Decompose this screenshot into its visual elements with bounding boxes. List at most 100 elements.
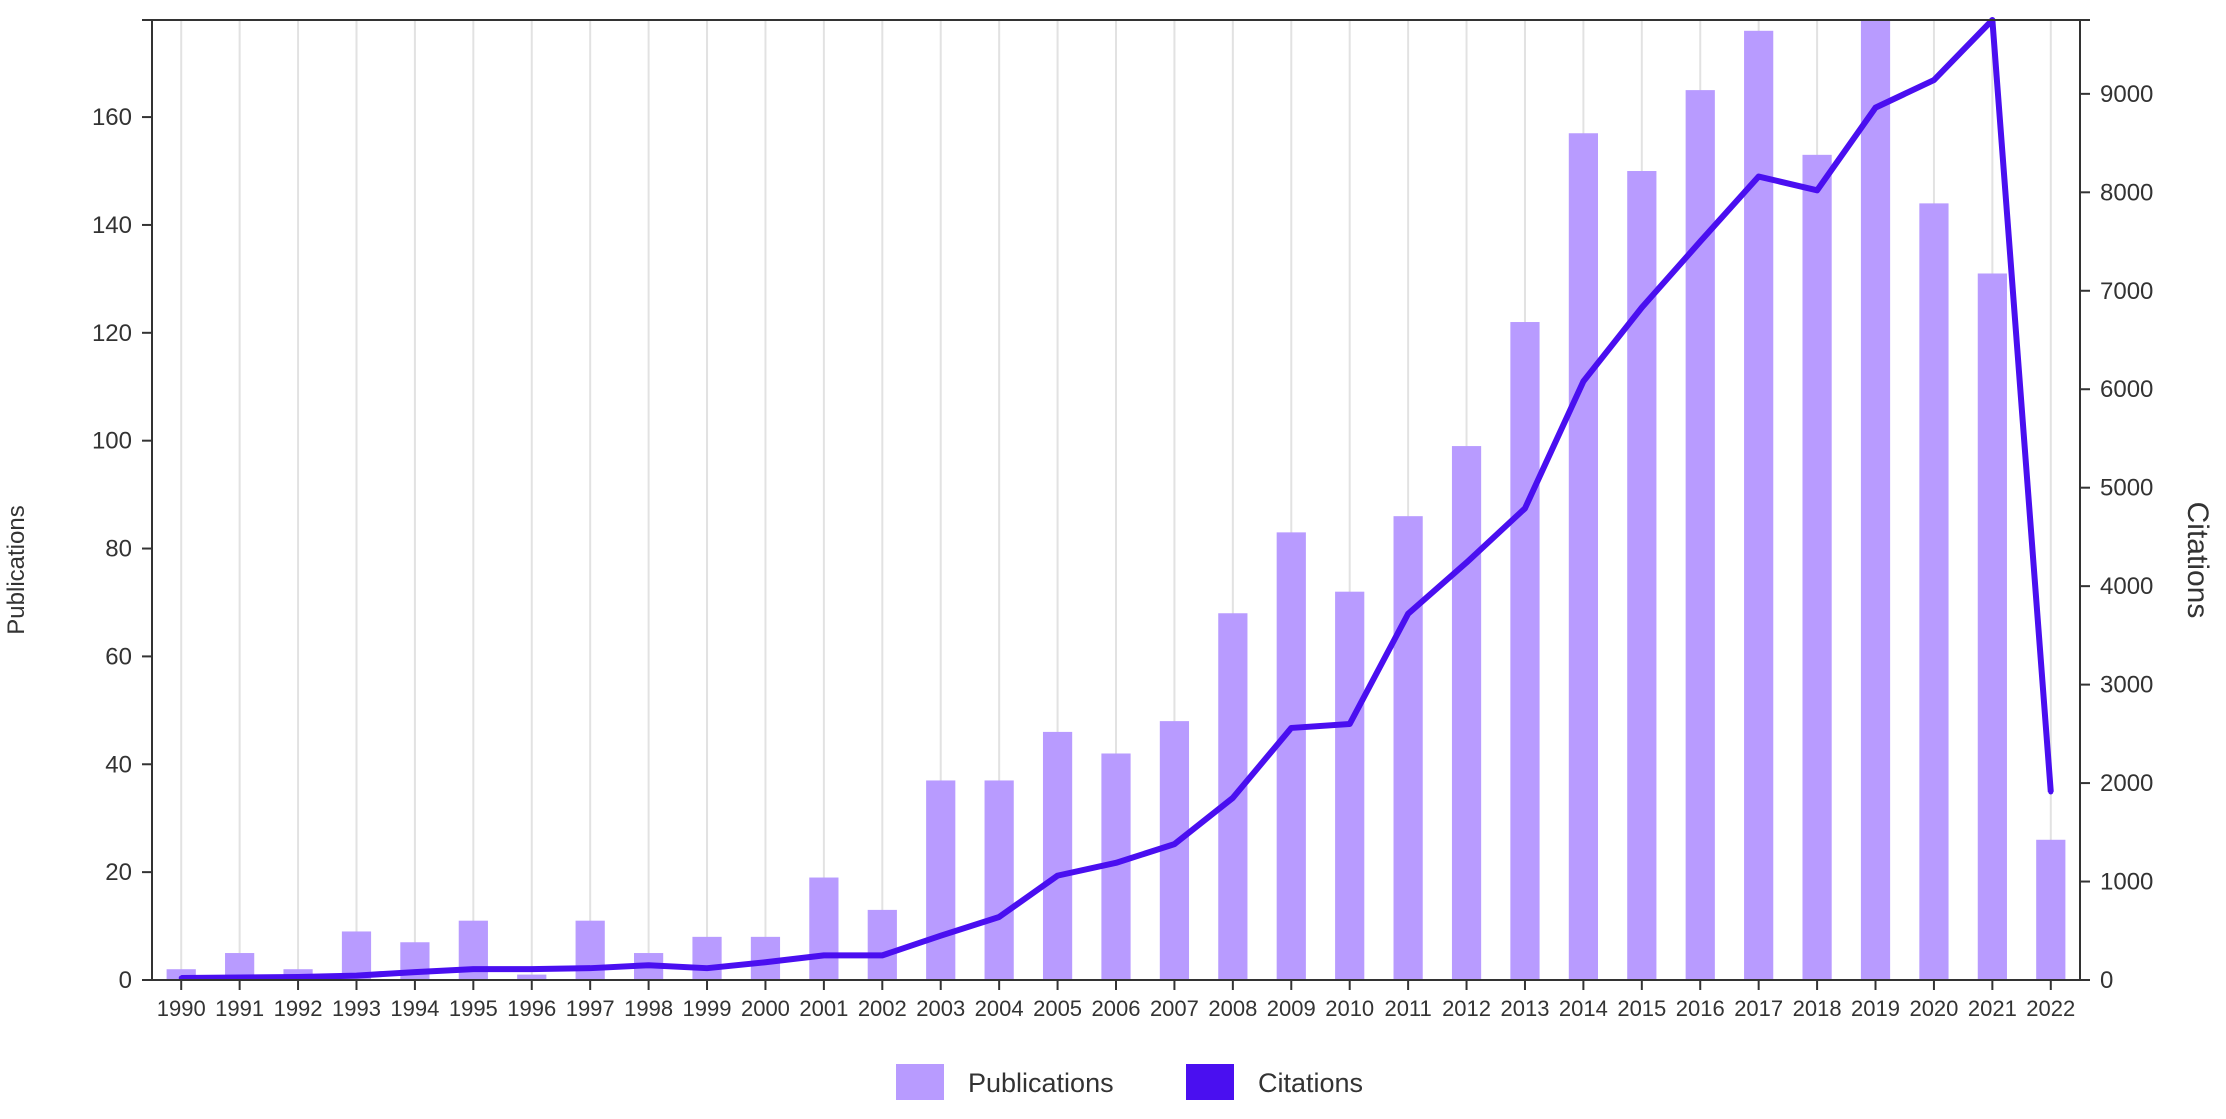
point-citations-2017: [1756, 174, 1762, 180]
y2-axis-label: Citations: [2181, 502, 2214, 619]
point-citations-1992: [295, 974, 301, 980]
point-citations-2001: [821, 952, 827, 958]
x-tick-label-1993: 1993: [332, 996, 381, 1021]
legend-label-publications: Publications: [968, 1068, 1114, 1098]
legend-swatch-citations: [1186, 1064, 1234, 1100]
y-tick-label-120: 120: [92, 320, 132, 347]
y-tick-label-20: 20: [105, 859, 132, 886]
legend-label-citations: Citations: [1258, 1068, 1363, 1098]
point-citations-2018: [1814, 187, 1820, 193]
x-tick-label-2019: 2019: [1851, 996, 1900, 1021]
line-layer: [178, 17, 2054, 982]
y2-tick-label-7000: 7000: [2100, 278, 2153, 305]
point-citations-1998: [646, 962, 652, 968]
y-axis-label: Publications: [3, 505, 30, 634]
bar-publications-2011: [1393, 516, 1423, 980]
legend-swatch-publications: [896, 1064, 944, 1100]
x-tick-label-2020: 2020: [1909, 996, 1958, 1021]
x-tick-label-1996: 1996: [507, 996, 556, 1021]
y2-tick-label-3000: 3000: [2100, 672, 2153, 699]
bar-publications-2004: [984, 780, 1014, 980]
x-tick-label-1994: 1994: [390, 996, 439, 1021]
point-citations-2011: [1405, 611, 1411, 617]
x-tick-label-2005: 2005: [1033, 996, 1082, 1021]
y2-tick-label-1000: 1000: [2100, 869, 2153, 896]
x-tick-label-2011: 2011: [1384, 996, 1431, 1021]
point-citations-2016: [1697, 239, 1703, 245]
point-citations-1997: [587, 965, 593, 971]
x-tick-label-2000: 2000: [741, 996, 790, 1021]
y-tick-label-0: 0: [119, 967, 132, 994]
y-tick-label-100: 100: [92, 428, 132, 455]
point-citations-2014: [1580, 378, 1586, 384]
bar-publications-2018: [1802, 154, 1832, 980]
point-citations-2022: [2048, 789, 2054, 795]
bar-publications-2016: [1685, 90, 1715, 980]
point-citations-2015: [1639, 305, 1645, 311]
x-tick-label-2022: 2022: [2026, 996, 2075, 1021]
x-tick-label-1995: 1995: [449, 996, 498, 1021]
y2-tick-label-9000: 9000: [2100, 81, 2153, 108]
ticks-layer: 0 20 40 60 80 100 120 140 160 0 1000 2000 3000 4000 50…: [92, 81, 2153, 1021]
y2-tick-label-8000: 8000: [2100, 179, 2153, 206]
point-citations-2013: [1522, 505, 1528, 511]
point-citations-1995: [470, 966, 476, 972]
point-citations-2007: [1171, 841, 1177, 847]
point-citations-1999: [704, 965, 710, 971]
x-tick-label-2004: 2004: [975, 996, 1024, 1021]
x-tick-label-2014: 2014: [1559, 996, 1608, 1021]
point-citations-2004: [996, 914, 1002, 920]
y2-tick-label-6000: 6000: [2100, 376, 2153, 403]
point-citations-2012: [1464, 560, 1470, 566]
y2-tick-label-0: 0: [2100, 967, 2113, 994]
point-citations-2002: [879, 952, 885, 958]
x-tick-label-2010: 2010: [1325, 996, 1374, 1021]
point-citations-2003: [938, 933, 944, 939]
bar-publications-1993: [341, 931, 372, 980]
point-citations-2005: [1055, 873, 1061, 879]
bar-publications-2010: [1335, 591, 1365, 980]
bar-publications-2007: [1159, 721, 1190, 980]
point-citations-2010: [1347, 721, 1353, 727]
bar-publications-2022: [2036, 839, 2066, 980]
point-citations-2019: [1873, 105, 1879, 111]
point-citations-2009: [1288, 725, 1294, 731]
bar-publications-2002: [867, 909, 897, 980]
x-tick-label-2018: 2018: [1793, 996, 1842, 1021]
x-tick-label-2016: 2016: [1676, 996, 1725, 1021]
y-tick-label-40: 40: [105, 751, 132, 778]
x-tick-label-2008: 2008: [1208, 996, 1257, 1021]
bar-publications-2021: [1977, 273, 2007, 980]
x-tick-label-2017: 2017: [1734, 996, 1783, 1021]
point-citations-1991: [237, 975, 243, 981]
bars-layer: [166, 20, 2066, 981]
point-citations-1993: [353, 973, 359, 979]
x-tick-label-2012: 2012: [1442, 996, 1491, 1021]
x-tick-label-2006: 2006: [1092, 996, 1141, 1021]
legend-item-citations[interactable]: Citations: [1186, 1064, 1363, 1100]
x-tick-label-2007: 2007: [1150, 996, 1199, 1021]
y2-tick-label-2000: 2000: [2100, 770, 2153, 797]
y-tick-label-80: 80: [105, 536, 132, 563]
bar-publications-2003: [926, 780, 956, 980]
point-citations-2006: [1113, 860, 1119, 866]
y-tick-label-160: 160: [92, 104, 132, 131]
x-tick-label-2003: 2003: [916, 996, 965, 1021]
x-tick-label-1998: 1998: [624, 996, 673, 1021]
y-tick-label-140: 140: [92, 212, 132, 239]
x-tick-label-1997: 1997: [566, 996, 615, 1021]
point-citations-2000: [762, 959, 768, 965]
x-tick-label-2021: 2021: [1968, 996, 2017, 1021]
bar-publications-1990: [166, 969, 196, 980]
legend-item-publications[interactable]: Publications: [896, 1064, 1114, 1100]
x-tick-label-2009: 2009: [1267, 996, 1316, 1021]
x-tick-label-2015: 2015: [1617, 996, 1666, 1021]
point-citations-2020: [1931, 77, 1937, 83]
bar-publications-2014: [1568, 133, 1598, 980]
x-tick-label-1991: 1991: [215, 996, 264, 1021]
bar-publications-2020: [1919, 203, 1949, 980]
bar-publications-2009: [1276, 532, 1306, 980]
y-tick-label-60: 60: [105, 643, 132, 670]
